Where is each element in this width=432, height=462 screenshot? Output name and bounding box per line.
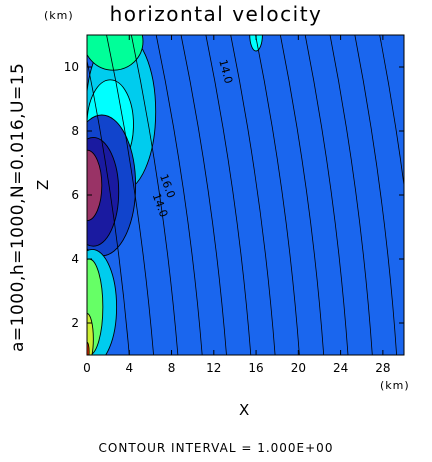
contour-line-4 bbox=[180, 35, 227, 355]
x-axis-unit: (km) bbox=[380, 379, 410, 392]
contour-region-4 bbox=[87, 149, 103, 222]
contour-region-9 bbox=[87, 35, 144, 71]
contour-label-0: 14.0 bbox=[216, 58, 235, 85]
y-tick-label-4: 10 bbox=[64, 60, 79, 74]
contour-region-10 bbox=[249, 35, 263, 52]
x-tick-label-6: 24 bbox=[333, 361, 348, 375]
contour-line-2 bbox=[130, 35, 179, 355]
x-tick-label-5: 20 bbox=[291, 361, 306, 375]
x-axis-label: X bbox=[239, 401, 250, 419]
y-tick-label-1: 4 bbox=[71, 252, 79, 266]
contour-line-7 bbox=[255, 35, 300, 355]
y-tick-label-2: 6 bbox=[71, 188, 79, 202]
contour-interval-note: CONTOUR INTERVAL = 1.000E+00 bbox=[98, 441, 334, 455]
x-tick-label-1: 4 bbox=[125, 361, 133, 375]
chart-title: horizontal velocity bbox=[109, 2, 323, 26]
contour-line-0 bbox=[87, 58, 130, 355]
contour-line-1 bbox=[106, 35, 154, 355]
contour-line-11 bbox=[354, 35, 398, 355]
x-tick-label-0: 0 bbox=[83, 361, 91, 375]
contour-line-12 bbox=[379, 35, 404, 189]
contour-line-10 bbox=[329, 35, 373, 355]
contour-line-3 bbox=[155, 35, 203, 355]
contour-line-6 bbox=[230, 35, 276, 355]
field-regions bbox=[87, 35, 404, 355]
x-tick-label-3: 12 bbox=[206, 361, 221, 375]
contour-region-8 bbox=[87, 341, 90, 355]
x-tick-label-4: 16 bbox=[248, 361, 263, 375]
y-axis-unit: (km) bbox=[44, 9, 74, 22]
x-tick-label-2: 8 bbox=[168, 361, 176, 375]
contour-line-8 bbox=[279, 35, 325, 355]
contour-line-5 bbox=[205, 35, 252, 355]
y-tick-label-3: 8 bbox=[71, 124, 79, 138]
y-tick-label-0: 2 bbox=[71, 316, 79, 330]
x-tick-label-7: 28 bbox=[375, 361, 390, 375]
contour-line-9 bbox=[304, 35, 349, 355]
